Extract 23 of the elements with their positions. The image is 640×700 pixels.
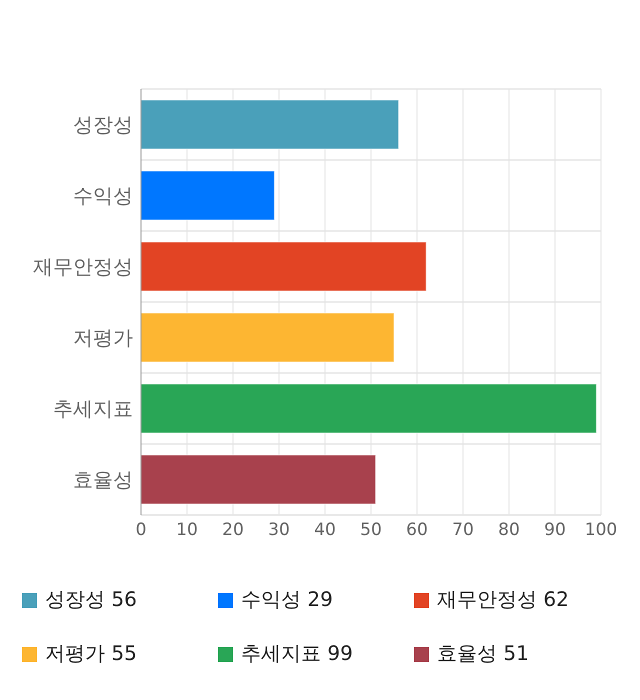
x-tick-label: 60 [406,520,428,540]
x-tick-label: 90 [544,520,566,540]
legend-label: 성장성 56 [45,587,137,611]
y-tick-label: 추세지표 [53,396,133,421]
x-tick-label: 20 [222,520,244,540]
legend-label: 추세지표 99 [241,641,353,665]
legend-label: 수익성 29 [241,587,333,611]
legend-label: 효율성 51 [437,641,529,665]
x-tick-label: 50 [360,520,382,540]
legend-label: 재무안정성 62 [437,587,569,611]
x-tick-label: 30 [268,520,290,540]
x-tick-label: 80 [498,520,520,540]
y-tick-label: 수익성 [73,184,133,208]
x-tick-label: 40 [314,520,336,540]
x-tick-label: 10 [176,520,198,540]
y-tick-label: 저평가 [73,326,133,350]
x-tick-label: 0 [136,520,146,540]
y-tick-label: 성장성 [73,112,133,137]
y-tick-label: 효율성 [73,468,133,492]
x-tick-label: 100 [584,520,618,540]
y-tick-label: 재무안정성 [33,254,133,279]
x-tick-label: 70 [452,520,474,540]
legend-label: 저평가 55 [45,641,137,665]
